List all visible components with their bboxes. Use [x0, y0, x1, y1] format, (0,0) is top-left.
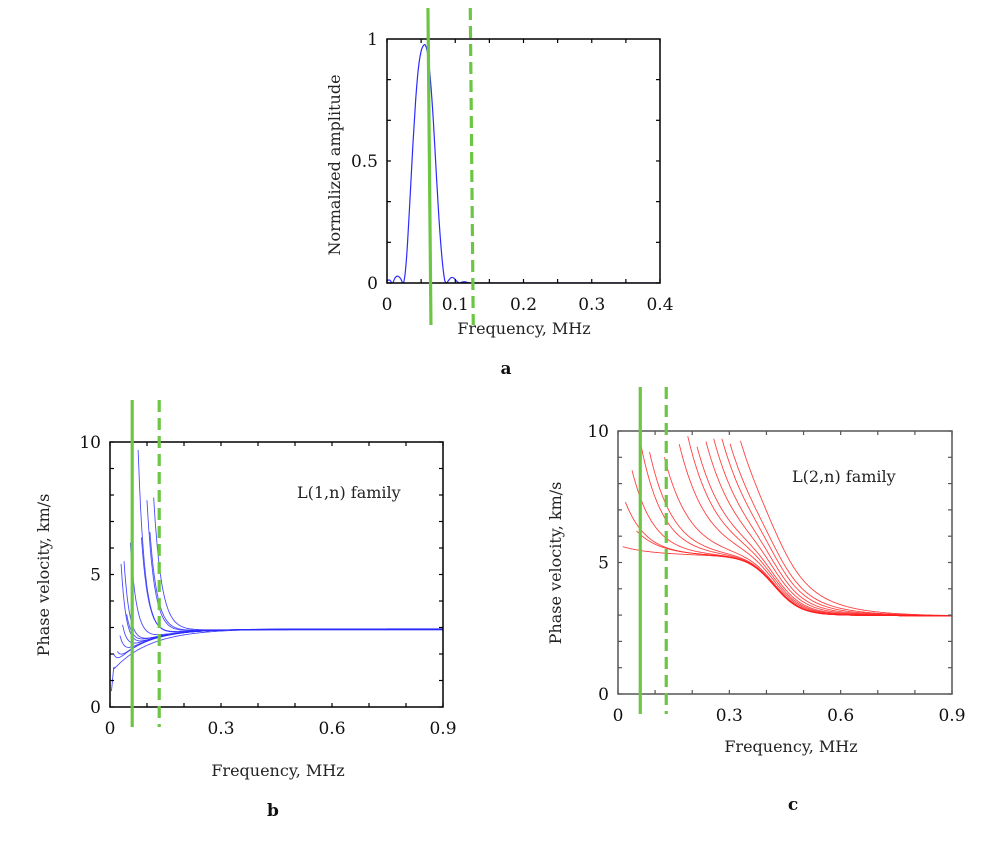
x-tick-label: 0: [382, 295, 393, 315]
xlabel-c: Frequency, MHz: [724, 737, 857, 756]
x-tick-label: 0.2: [510, 295, 537, 315]
ticks-a: 0 0.1 0.2 0.3 0.4 0 0.5 1: [351, 30, 674, 315]
mode-curve: [153, 497, 443, 631]
x-tick-label: 0: [105, 719, 116, 739]
x-tick-label: 0.4: [646, 295, 673, 315]
x-tick-label: 0.3: [207, 719, 234, 739]
ticks-c: 0 0.3 0.6 0.9 0 5 10: [587, 422, 965, 726]
y-tick-label: 10: [79, 433, 101, 453]
mode-curve: [111, 628, 443, 692]
mode-curve: [729, 443, 952, 617]
mode-curve: [149, 532, 443, 631]
annotation-b: L(1,n) family: [297, 483, 401, 502]
mode-curve: [713, 438, 952, 617]
y-tick-label: 0: [90, 698, 101, 718]
x-tick-label: 0: [613, 706, 624, 726]
curves-c: [622, 436, 952, 617]
x-tick-label: 0.9: [938, 706, 965, 726]
mode-curve: [740, 440, 952, 616]
mode-curve: [116, 628, 443, 655]
panel-c: 0 0.3 0.6 0.9 0 5 10 L(2,n) family Frequency, …: [546, 387, 966, 815]
x-tick-label: 0.9: [429, 719, 456, 739]
markers-c: [638, 387, 668, 714]
mode-curve: [113, 628, 443, 659]
mode-curve: [137, 449, 443, 633]
xlabel-a: Frequency, MHz: [457, 319, 590, 338]
mode-curve: [631, 470, 952, 617]
markers-a: [426, 7, 475, 326]
y-tick-label: 0: [598, 685, 609, 705]
x-tick-label: 0.3: [716, 706, 743, 726]
x-tick-label: 0.6: [318, 719, 345, 739]
ylabel-c: Phase velocity, km/s: [546, 482, 565, 645]
mode-curve: [721, 438, 952, 617]
y-tick-label: 0: [367, 274, 378, 294]
ylabel-b: Phase velocity, km/s: [34, 494, 53, 657]
ylabel-a: Normalized amplitude: [325, 74, 344, 255]
y-tick-label: 1: [367, 30, 378, 50]
center-frequency-marker: [426, 7, 433, 326]
mode-curve: [146, 500, 443, 631]
y-tick-label: 5: [598, 554, 609, 574]
ticks-b: 0 0.3 0.6 0.9 0 5 10: [79, 433, 456, 739]
mode-curve: [123, 561, 443, 639]
markers-b: [130, 400, 161, 727]
y-tick-label: 5: [90, 566, 101, 586]
annotation-c: L(2,n) family: [792, 467, 896, 486]
x-tick-label: 0.1: [442, 295, 469, 315]
y-tick-label: 0.5: [351, 152, 378, 172]
mode-curve: [126, 614, 443, 640]
panel-b: 0 0.3 0.6 0.9 0 5 10 L(1,n) family Frequency, …: [34, 400, 457, 821]
mode-curve: [140, 537, 443, 633]
curves-b: [111, 449, 443, 692]
panel-label-a: a: [500, 359, 511, 379]
y-tick-label: 10: [587, 422, 609, 442]
x-tick-label: 0.3: [578, 295, 605, 315]
panel-a: 0 0.1 0.2 0.3 0.4 0 0.5 1 Frequency, MHz Normal…: [325, 7, 674, 379]
mode-curve: [129, 542, 443, 636]
xlabel-b: Frequency, MHz: [211, 761, 344, 780]
x-tick-label: 0.6: [827, 706, 854, 726]
panel-label-b: b: [267, 801, 279, 821]
mode-curve: [687, 436, 952, 617]
panel-label-c: c: [788, 795, 798, 815]
upper-frequency-marker: [468, 7, 475, 326]
